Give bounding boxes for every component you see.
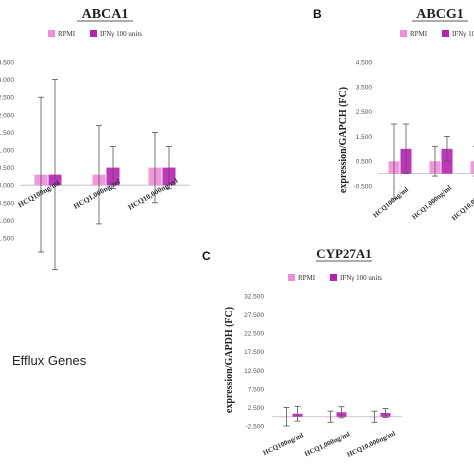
y-tick-label: 27.500: [244, 312, 264, 319]
y-axis-label: expression/GAPCH (FC): [338, 87, 349, 193]
y-tick-label: 0.500: [356, 159, 373, 166]
y-tick-label: 3.500: [356, 84, 373, 91]
legend-swatch: [400, 30, 407, 37]
category-label: HCQ1,000ng/ml: [303, 430, 351, 458]
legend-label: RPMI: [58, 30, 76, 38]
y-axis-label: expression/GAPDH (FC): [224, 307, 235, 413]
legend-swatch: [288, 274, 295, 281]
y-tick-label: 3.500: [0, 60, 14, 67]
y-tick-label: 7.500: [248, 386, 265, 393]
chart-panel-cyp27a1: C CYP27A1 RPMI IFNγ 100 units 32.500 27.500 22…: [202, 246, 402, 459]
y-tick-label: 1.000: [0, 148, 14, 155]
y-tick-label: 2.500: [0, 95, 14, 102]
y-tick-label: -0.500: [0, 200, 14, 207]
panel-letter: C: [202, 249, 211, 263]
y-tick-label: 17.500: [244, 349, 264, 356]
y-tick-label: -2.500: [246, 424, 265, 431]
legend-label: IFNγ 100 units: [340, 274, 382, 282]
legend-swatch: [330, 274, 337, 281]
legend-swatch: [442, 30, 449, 37]
legend-label: RPMI: [410, 30, 428, 38]
panel-letter: B: [313, 7, 322, 21]
legend-label: RPMI: [298, 274, 316, 282]
chart-title: ABCA1: [82, 7, 129, 22]
legend-label: IFNγ 100 units: [452, 30, 474, 38]
chart-title: ABCG1: [416, 7, 463, 22]
chart-title: CYP27A1: [316, 246, 372, 261]
y-tick-label: 2.500: [356, 109, 373, 116]
y-tick-label: 2.000: [0, 112, 14, 119]
chart-panel-abcg1: B ABCG1 RPMI IFNγ 100 units 4.500 3.500 2.500 1…: [313, 7, 474, 222]
chart-panel-abca1: ABCA1 RPMI IFNγ 100 units 3.500 3.000 2.500 2.…: [0, 7, 190, 271]
y-tick-label: -0.500: [354, 184, 373, 191]
category-label: HCQ10,000ng/ml: [346, 429, 397, 458]
legend-swatch: [48, 30, 55, 37]
y-tick-label: 2.500: [248, 405, 265, 412]
y-tick-label: 22.500: [244, 331, 264, 338]
efflux-genes-label: Efflux Genes: [12, 353, 87, 368]
category-label: HCQ100ng/ml: [262, 431, 305, 457]
bar: [470, 161, 474, 174]
y-tick-label: 0.500: [0, 165, 14, 172]
y-tick-label: 0.000: [0, 183, 14, 190]
category-label: HCQ10,000ng/ml: [450, 183, 474, 223]
y-tick-label: 3.000: [0, 77, 14, 84]
legend-swatch: [90, 30, 97, 37]
y-tick-label: 1.500: [0, 130, 14, 137]
y-tick-label: -1.000: [0, 218, 14, 225]
category-label: HCQ100ng/ml: [371, 185, 410, 219]
legend-label: IFNγ 100 units: [100, 30, 142, 38]
y-tick-label: -1.500: [0, 236, 14, 243]
y-tick-label: 1.500: [356, 134, 373, 141]
y-tick-label: 4.500: [356, 60, 373, 67]
y-tick-label: 32.500: [244, 294, 264, 301]
category-label: HCQ1,000ng/ml: [410, 184, 453, 222]
y-tick-label: 12.500: [244, 368, 264, 375]
